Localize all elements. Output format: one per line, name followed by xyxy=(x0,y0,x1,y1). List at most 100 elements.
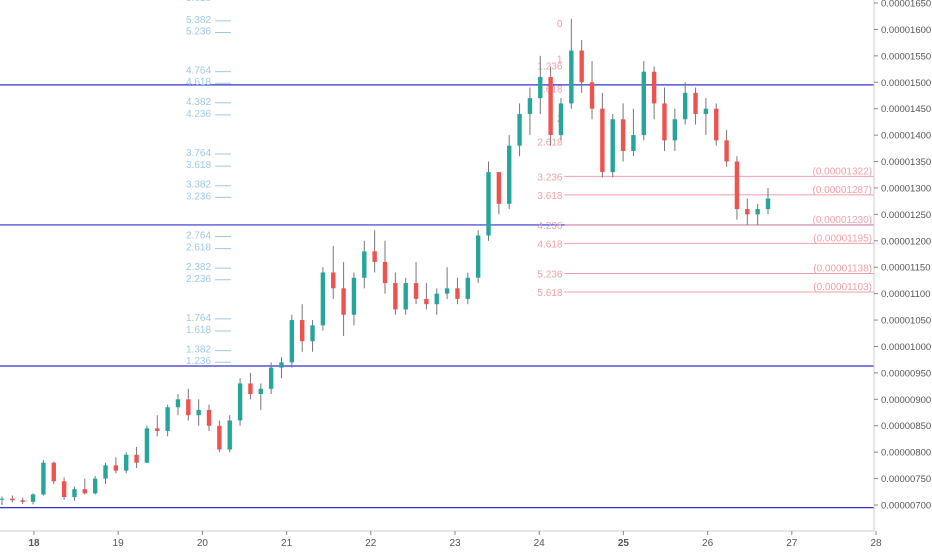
candle-body-41[interactable] xyxy=(424,298,429,305)
candle-body-33[interactable] xyxy=(341,288,346,315)
candle-body-56[interactable] xyxy=(579,50,584,83)
candle-body-43[interactable] xyxy=(444,288,450,294)
candle-body-60[interactable] xyxy=(620,119,626,151)
candle-body-48[interactable] xyxy=(496,172,502,204)
fib-right-label-10: 5.236 xyxy=(537,270,562,281)
candle-body-57[interactable] xyxy=(589,82,595,109)
candle-body-63[interactable] xyxy=(651,71,657,104)
candle-body-69[interactable] xyxy=(714,108,719,141)
candle-body-36[interactable] xyxy=(372,251,377,262)
candle-body-8[interactable] xyxy=(82,489,88,494)
candle-body-12[interactable] xyxy=(124,454,129,471)
candle-body-18[interactable] xyxy=(186,399,191,416)
price-axis-label-15: 0.00000900 xyxy=(881,395,931,406)
fib-left-label-18: 1.236 xyxy=(186,356,211,367)
candle-body-37[interactable] xyxy=(382,261,388,284)
candle-body-26[interactable] xyxy=(268,367,274,389)
candle-body-3[interactable] xyxy=(30,494,36,502)
candle-body-21[interactable] xyxy=(217,425,222,450)
candle-body-27[interactable] xyxy=(279,362,284,368)
candle-body-64[interactable] xyxy=(662,103,667,141)
candle-body-74[interactable] xyxy=(765,198,771,210)
candle-body-24[interactable] xyxy=(248,383,253,395)
fib-right-price-11: (0.00001103) xyxy=(813,282,872,293)
fib-left-label-8: 3.618 xyxy=(186,160,211,171)
candle-body-16[interactable] xyxy=(165,407,170,432)
candle-body-62[interactable] xyxy=(641,71,646,136)
candle-body-29[interactable] xyxy=(299,320,305,342)
candle-body-51[interactable] xyxy=(527,98,533,114)
candle-body-65[interactable] xyxy=(672,119,678,141)
candle-body-71[interactable] xyxy=(734,161,740,210)
candle-body-30[interactable] xyxy=(310,325,315,342)
candle-body-19[interactable] xyxy=(196,409,201,416)
fib-right-label-7: 3.618 xyxy=(537,191,562,202)
fib-left-label-1: 5.382 xyxy=(186,15,211,26)
candle-body-20[interactable] xyxy=(206,409,212,426)
candle-body-42[interactable] xyxy=(434,293,439,305)
candle-body-9[interactable] xyxy=(92,478,98,494)
candle-body-44[interactable] xyxy=(455,288,460,299)
candle-body-14[interactable] xyxy=(144,428,150,463)
candle-body-0[interactable] xyxy=(0,498,5,500)
candle-body-61[interactable] xyxy=(631,135,636,151)
candle-body-47[interactable] xyxy=(486,172,491,236)
candle-body-40[interactable] xyxy=(413,283,419,299)
candle-body-5[interactable] xyxy=(51,462,56,482)
candle-body-52[interactable] xyxy=(538,76,543,99)
candle-body-45[interactable] xyxy=(465,277,471,299)
candle-body-54[interactable] xyxy=(558,103,564,136)
candle-body-53[interactable] xyxy=(548,76,553,136)
fib-left-label-17: 1.382 xyxy=(186,345,211,356)
time-axis-label-9: 27 xyxy=(786,538,798,549)
price-axis-label-4: 0.00001450 xyxy=(881,104,931,115)
fib-right-price-8: (0.00001230) xyxy=(813,215,873,226)
candle-body-25[interactable] xyxy=(258,388,263,395)
time-axis-label-5: 23 xyxy=(449,538,461,549)
candle-body-10[interactable] xyxy=(103,465,108,479)
candle-body-39[interactable] xyxy=(403,283,408,310)
candle-body-55[interactable] xyxy=(569,50,574,104)
candle-body-1[interactable] xyxy=(10,498,15,501)
candle-body-32[interactable] xyxy=(331,272,336,289)
fib-left-label-5: 4.382 xyxy=(186,97,211,108)
candle-body-23[interactable] xyxy=(237,383,243,421)
candle-body-67[interactable] xyxy=(693,92,698,114)
candle-body-28[interactable] xyxy=(289,320,295,363)
fib-right-label-1: 1 xyxy=(557,54,563,65)
candle-body-66[interactable] xyxy=(682,92,688,120)
candle-body-11[interactable] xyxy=(113,465,119,471)
time-axis-label-0: 18 xyxy=(28,538,40,549)
candle-body-70[interactable] xyxy=(724,140,729,162)
candle-body-2[interactable] xyxy=(20,500,25,502)
candle-body-46[interactable] xyxy=(475,235,481,278)
candle-body-7[interactable] xyxy=(72,489,77,498)
candle-body-68[interactable] xyxy=(703,108,709,114)
candle-body-50[interactable] xyxy=(517,113,522,146)
candle-body-17[interactable] xyxy=(175,399,181,408)
candle-body-72[interactable] xyxy=(745,209,750,215)
candle-body-15[interactable] xyxy=(155,428,160,432)
fib-right-label-9: 4.618 xyxy=(537,239,562,250)
candle-body-6[interactable] xyxy=(61,481,67,498)
candle-body-35[interactable] xyxy=(362,251,367,278)
candle-body-34[interactable] xyxy=(351,277,357,315)
price-axis-label-16: 0.00000850 xyxy=(881,421,931,432)
price-axis-label-2: 0.00001550 xyxy=(881,51,931,62)
fib-left-label-14: 2.236 xyxy=(186,274,211,285)
candle-body-59[interactable] xyxy=(610,119,615,173)
candle-body-49[interactable] xyxy=(507,145,512,204)
candle-body-31[interactable] xyxy=(320,272,326,326)
candle-body-38[interactable] xyxy=(393,283,398,310)
candle-body-58[interactable] xyxy=(600,108,605,173)
fib-left-label-15: 1.764 xyxy=(186,313,211,324)
candle-body-73[interactable] xyxy=(755,209,760,215)
candle-body-22[interactable] xyxy=(227,420,232,450)
candle-body-4[interactable] xyxy=(41,462,46,495)
fib-left-label-0: 5.618 xyxy=(186,0,211,4)
fib-left-label-9: 3.382 xyxy=(186,180,211,191)
fib-right-price-6: (0.00001322) xyxy=(813,166,873,177)
candle-body-13[interactable] xyxy=(134,454,139,463)
